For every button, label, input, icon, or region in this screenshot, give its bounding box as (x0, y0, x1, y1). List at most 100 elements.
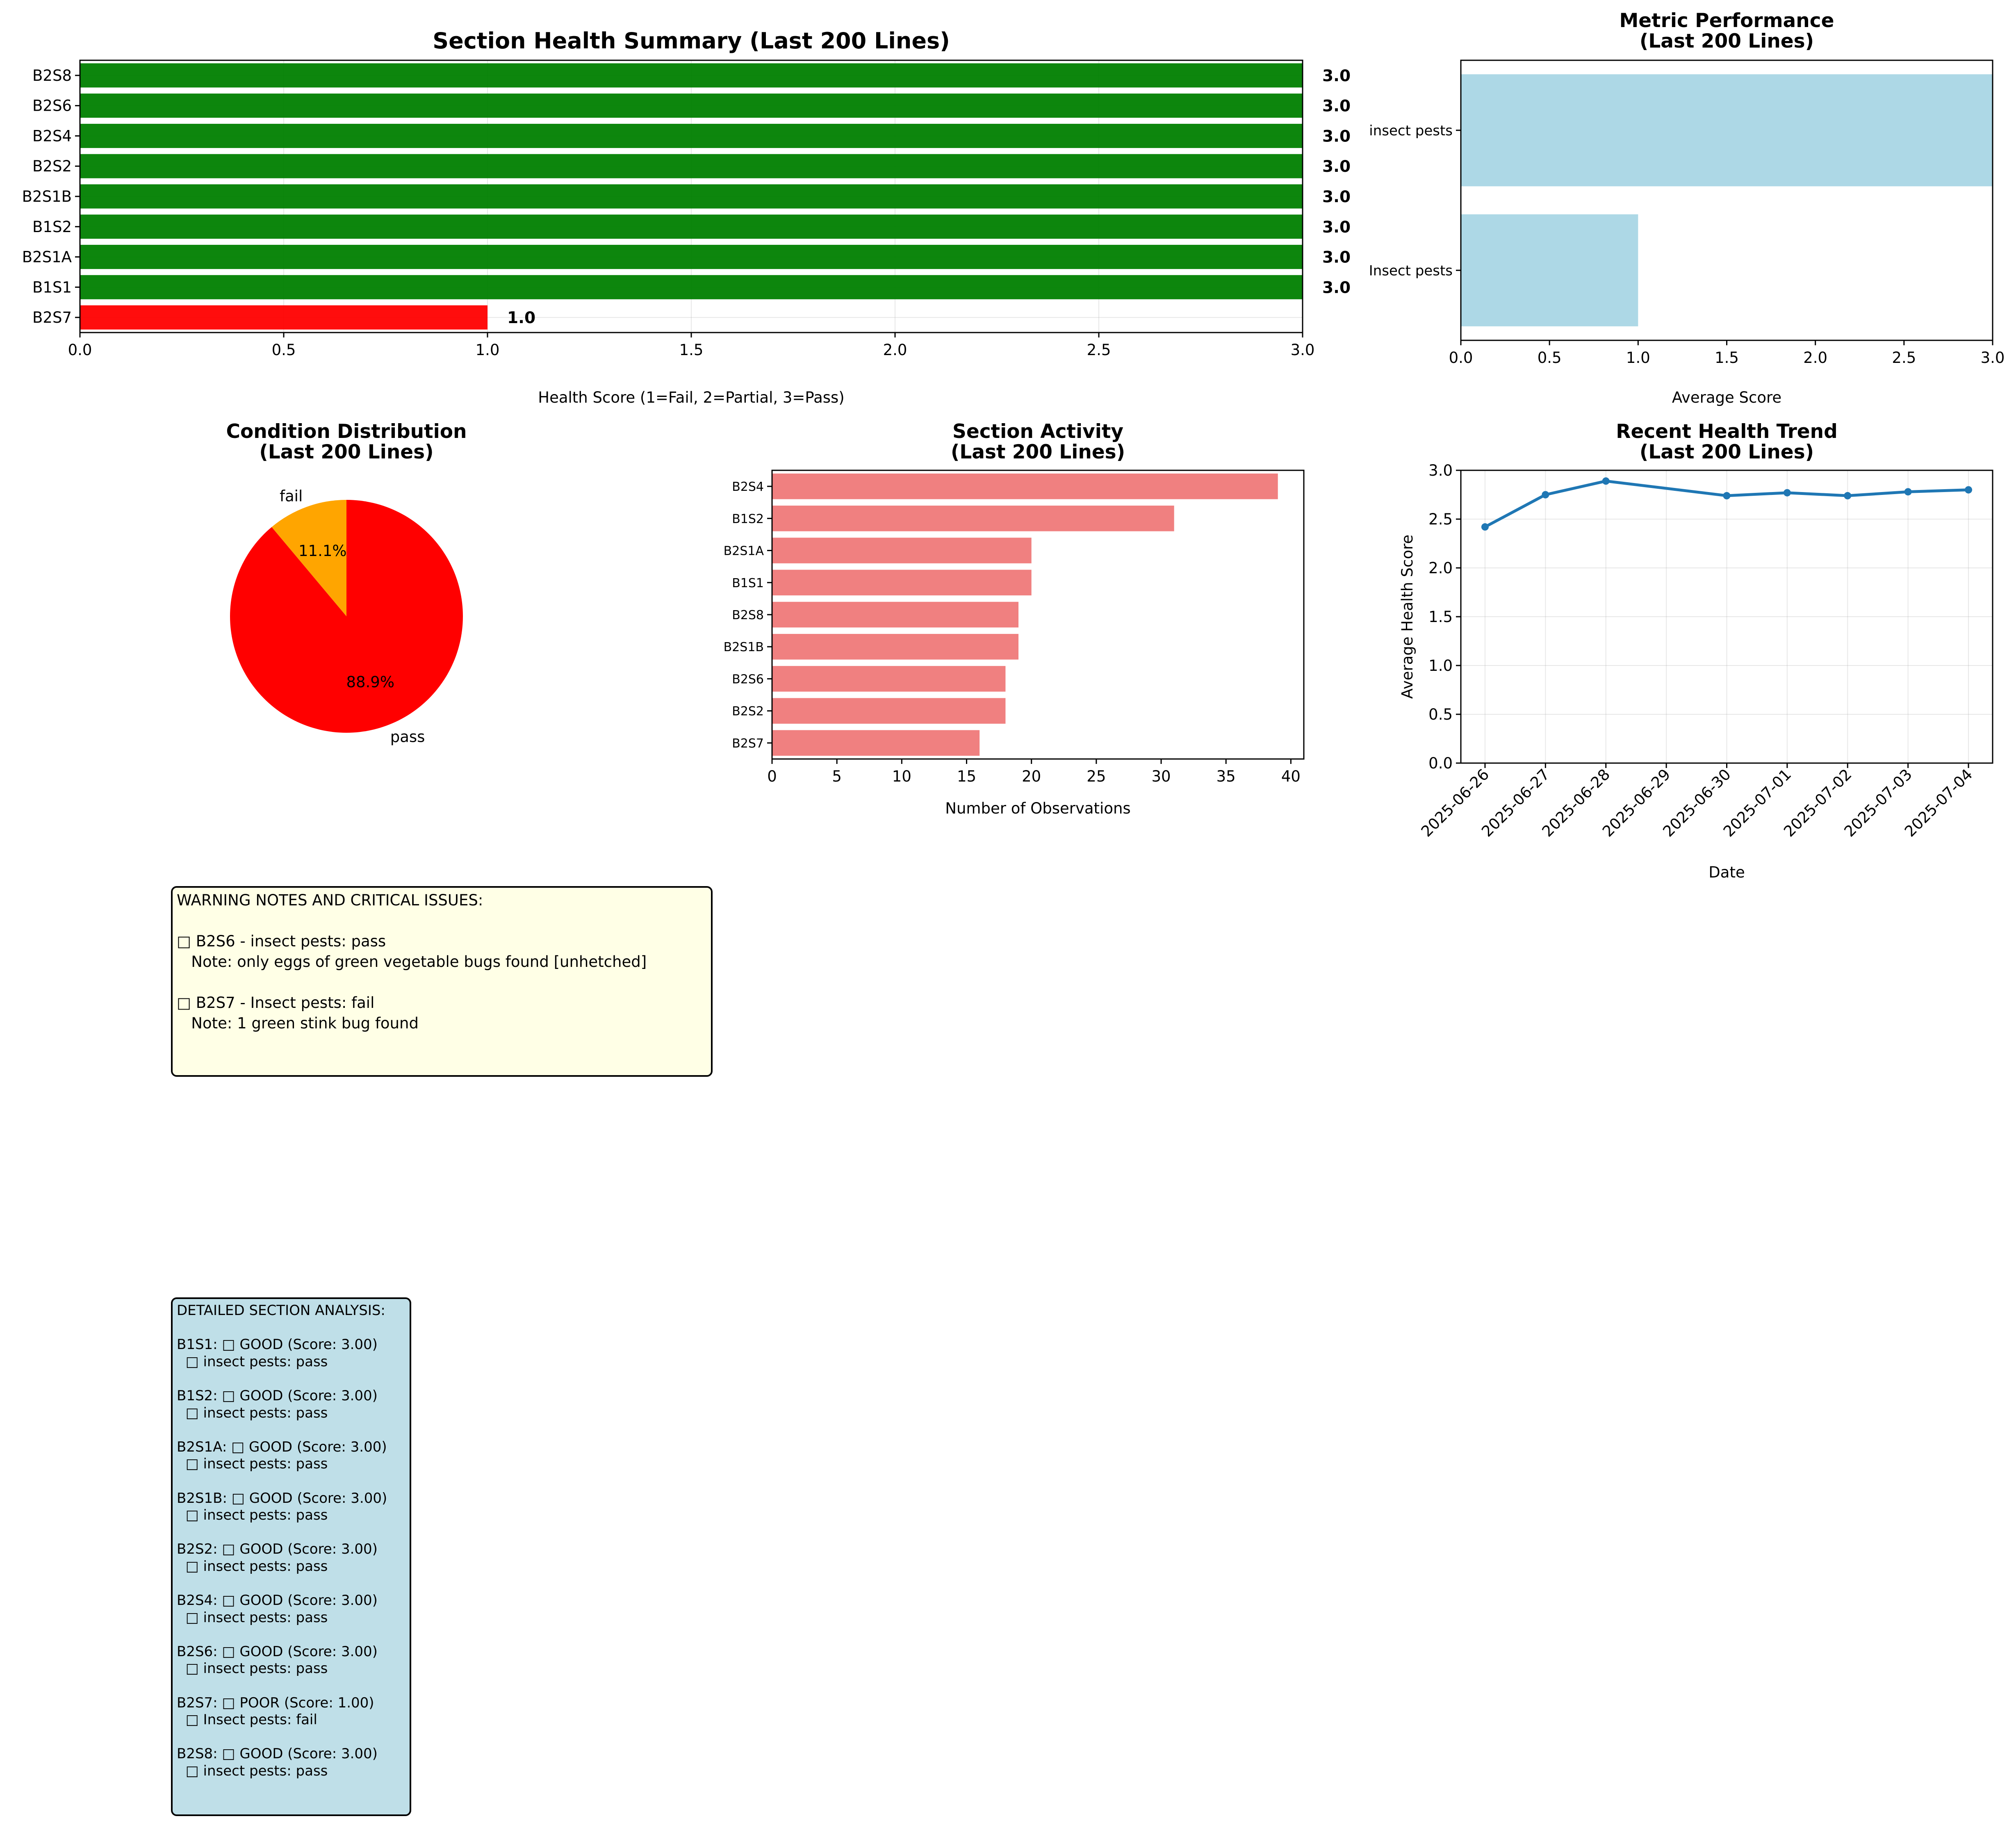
x-tick-label: 2.5 (1087, 341, 1111, 359)
x-tick-label: 0 (767, 768, 777, 785)
y-tick-label: B2S4 (732, 480, 764, 494)
text-line: Note: 1 green stink bug found (177, 1014, 419, 1032)
bar-b2s1b (80, 184, 1303, 209)
text-line: B2S1A: □ GOOD (Score: 3.00) (177, 1438, 387, 1455)
bar-b2s2 (80, 154, 1303, 178)
chart-title-line-0: Metric Performance (1620, 9, 1834, 32)
value-label: 3.0 (1322, 248, 1351, 267)
text-line: B2S8: □ GOOD (Score: 3.00) (177, 1746, 378, 1762)
plot-frame (1460, 59, 1993, 341)
bar-b2s4 (80, 123, 1303, 148)
plot-frame (771, 469, 1305, 760)
y-tick-label: 2.0 (1428, 559, 1453, 577)
text-line (177, 1320, 405, 1337)
bar-activity-b2s2 (772, 698, 1006, 724)
x-tick-label: 1.0 (476, 341, 500, 359)
trend-point (1723, 492, 1731, 499)
detailed-analysis-box: DETAILED SECTION ANALYSIS: B1S1: □ GOOD … (171, 1297, 411, 1816)
chart-title-line-0: Condition Distribution (226, 420, 467, 443)
warning-notes-lines: □ B2S6 - insect pests: pass Note: only e… (177, 911, 707, 1034)
bar-activity-b2s4 (772, 473, 1278, 499)
text-line (177, 1473, 405, 1490)
y-tick-label: insect pests (1369, 123, 1453, 139)
y-tick-label: B1S2 (732, 512, 764, 526)
section-activity-panel: B2S4 B1S2 B2S1A B1S1 B2S8 B2S1B B2S6 B2S2 B2S7 0 5… (724, 420, 1305, 817)
text-line: B2S4: □ GOOD (Score: 3.00) (177, 1592, 378, 1609)
y-axis-label: Average Health Score (1399, 535, 1416, 699)
section-health-panel: 0.0 0.5 1.0 1.5 2.0 2.5 3.0 B2S8 3.0 B2S6 3.0 B2S4 3… (22, 28, 1351, 406)
value-label: 3.0 (1322, 278, 1351, 297)
pie-pct-fail: 11.1% (298, 542, 347, 560)
bar-activity-b2s7 (772, 730, 980, 756)
x-tick-label: 3.0 (1291, 341, 1315, 359)
condition-distribution-panel: fail 11.1% pass 88.9% Condition Distribution… (226, 420, 467, 746)
x-tick-label: 0.0 (1449, 349, 1473, 367)
x-tick-label: 2.5 (1892, 349, 1916, 367)
x-tick-label: 20 (1022, 768, 1041, 785)
value-label: 3.0 (1322, 127, 1351, 146)
x-tick-label: 5 (832, 768, 842, 785)
bar-activity-b2s1b (772, 634, 1019, 660)
bar-b2s6 (80, 93, 1303, 118)
bar-activity-b1s2 (772, 506, 1174, 531)
bar-b2s8 (80, 63, 1303, 88)
bar-b1s1 (80, 275, 1303, 299)
y-tick-label: 0.0 (1428, 754, 1453, 772)
bar-metric-0 (1461, 74, 1993, 187)
x-tick-label: 30 (1151, 768, 1171, 785)
text-line: □ insect pests: pass (177, 1353, 328, 1370)
text-line: □ insect pests: pass (177, 1763, 328, 1780)
x-tick-label: 10 (892, 768, 911, 785)
x-axis-label: Number of Observations (945, 800, 1130, 817)
text-line: Note: only eggs of green vegetable bugs … (177, 953, 647, 971)
y-tick-label: 1.5 (1428, 608, 1453, 626)
y-tick-label: B2S6 (32, 97, 72, 115)
trend-line (1484, 479, 1969, 529)
text-line: □ insect pests: pass (177, 1558, 328, 1575)
trend-point (1904, 488, 1912, 496)
text-line (177, 1370, 405, 1388)
bar-activity-b2s6 (772, 666, 1006, 692)
warning-notes-box: WARNING NOTES AND CRITICAL ISSUES: □ B2S… (171, 886, 713, 1077)
bar-b2s1a (80, 245, 1303, 269)
text-line (177, 1524, 405, 1541)
x-tick-label: 2.0 (1803, 349, 1827, 367)
y-tick-label: B2S8 (732, 608, 764, 622)
bar-b2s7 (80, 305, 487, 330)
text-line: □ B2S6 - insect pests: pass (177, 932, 386, 950)
y-tick-label: B2S1A (724, 544, 764, 558)
health-trend-panel: 0.00.51.01.52.02.53.02025-06-262025-06-2… (1399, 420, 1993, 881)
text-line: B2S1B: □ GOOD (Score: 3.00) (177, 1490, 387, 1506)
y-tick-label: B2S1B (724, 640, 764, 654)
x-tick-label: 15 (957, 768, 976, 785)
trend-point (1844, 492, 1852, 499)
text-line: B1S1: □ GOOD (Score: 3.00) (177, 1336, 378, 1353)
x-tick-label: 40 (1281, 768, 1301, 785)
plot-frame (79, 59, 1303, 333)
x-tick-label: 2.0 (883, 341, 907, 359)
bar-metric-1 (1461, 214, 1638, 326)
text-line (177, 1422, 405, 1439)
text-line (177, 1677, 405, 1695)
detailed-analysis-title: DETAILED SECTION ANALYSIS: (177, 1302, 385, 1319)
chart-title-line-1: (Last 200 Lines) (1640, 441, 1814, 463)
chart-title-line-0: Section Activity (952, 420, 1123, 443)
detailed-analysis-lines: B1S1: □ GOOD (Score: 3.00) □ insect pest… (177, 1320, 405, 1780)
metric-performance-panel: insect pests Insect pests 0.0 0.5 1.0 1.5 2.0 2… (1369, 9, 2005, 406)
pie-label-fail: fail (280, 487, 303, 505)
x-axis-label: Average Score (1672, 389, 1781, 406)
x-tick-label: 1.5 (679, 341, 704, 359)
text-line: □ insect pests: pass (177, 1660, 328, 1677)
text-line: B2S2: □ GOOD (Score: 3.00) (177, 1541, 378, 1558)
text-line (177, 972, 707, 993)
x-axis-label: Date (1708, 864, 1745, 881)
value-label: 3.0 (1322, 188, 1351, 206)
text-line (177, 1626, 405, 1643)
x-axis-label: Health Score (1=Fail, 2=Partial, 3=Pass) (538, 389, 844, 406)
y-tick-label: 3.0 (1428, 462, 1453, 479)
text-line: □ insect pests: pass (177, 1609, 328, 1626)
bar-activity-b2s1a (772, 538, 1032, 563)
y-tick-label: B2S7 (32, 309, 72, 326)
value-label: 3.0 (1322, 218, 1351, 237)
y-tick-label: B1S2 (32, 218, 72, 236)
